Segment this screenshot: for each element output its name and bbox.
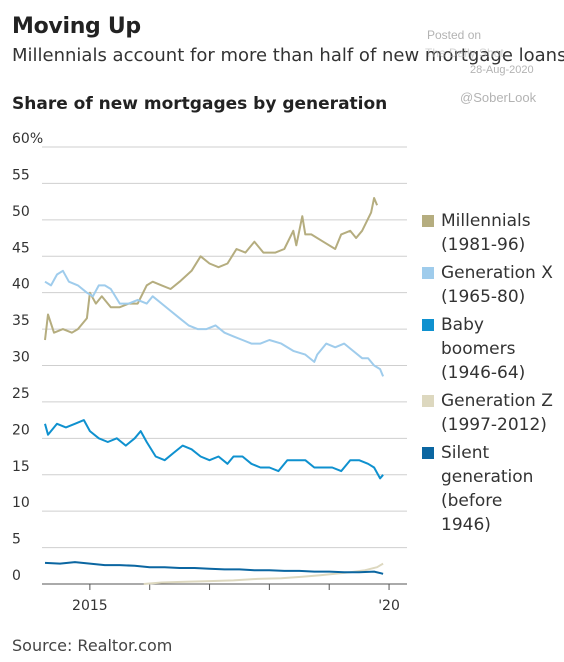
y-tick-label: 50 (12, 204, 30, 220)
y-tick-label: 30 (12, 350, 30, 366)
legend-item: Silent generation (before 1946) (422, 441, 562, 537)
source-note: Source: Realtor.com (12, 636, 173, 655)
x-tick-label: '20 (378, 598, 400, 614)
legend-label: Generation Z (1997-2012) (441, 391, 553, 435)
watermark-handle: @SoberLook (460, 90, 537, 105)
legend-swatch (422, 215, 434, 227)
watermark-site: The Daily Shot (425, 46, 504, 60)
series-line-4 (44, 561, 384, 575)
watermark-posted: Posted on (427, 28, 482, 42)
y-tick-label: 15 (12, 459, 30, 475)
series-line-0 (44, 197, 379, 341)
y-tick-label: 35 (12, 313, 30, 329)
y-tick-label: 55 (12, 167, 30, 183)
y-tick-label: 45 (12, 240, 30, 256)
y-tick-label: 10 (12, 495, 30, 511)
legend-swatch (422, 267, 434, 279)
legend-label: Generation X (1965-80) (441, 263, 553, 307)
legend-swatch (422, 395, 434, 407)
y-tick-label: 60% (12, 131, 43, 147)
chart-title: Share of new mortgages by generation (12, 94, 388, 114)
y-tick-label: 25 (12, 386, 30, 402)
series-line-3 (143, 562, 384, 585)
legend-swatch (422, 319, 434, 331)
chart-subtitle: Millennials account for more than half o… (12, 45, 564, 66)
chart-legend: Millennials (1981-96) Generation X (1965-80… (422, 209, 562, 541)
x-tick-label: 2015 (72, 598, 108, 614)
legend-item: Baby boomers (1946-64) (422, 313, 562, 385)
y-tick-label: 5 (12, 532, 21, 548)
legend-swatch (422, 447, 434, 459)
y-tick-label: 20 (12, 422, 30, 438)
series-line-2 (44, 419, 384, 480)
legend-label: Baby boomers (1946-64) (441, 315, 526, 383)
series-line-1 (44, 269, 385, 377)
legend-label: Silent generation (before 1946) (441, 443, 534, 535)
legend-item: Generation Z (1997-2012) (422, 389, 562, 437)
chart-headline: Moving Up (12, 14, 141, 39)
legend-item: Generation X (1965-80) (422, 261, 562, 309)
y-tick-label: 40 (12, 277, 30, 293)
y-tick-label: 0 (12, 568, 21, 584)
watermark-date: 28-Aug-2020 (470, 64, 534, 76)
legend-item: Millennials (1981-96) (422, 209, 562, 257)
legend-label: Millennials (1981-96) (441, 211, 531, 255)
